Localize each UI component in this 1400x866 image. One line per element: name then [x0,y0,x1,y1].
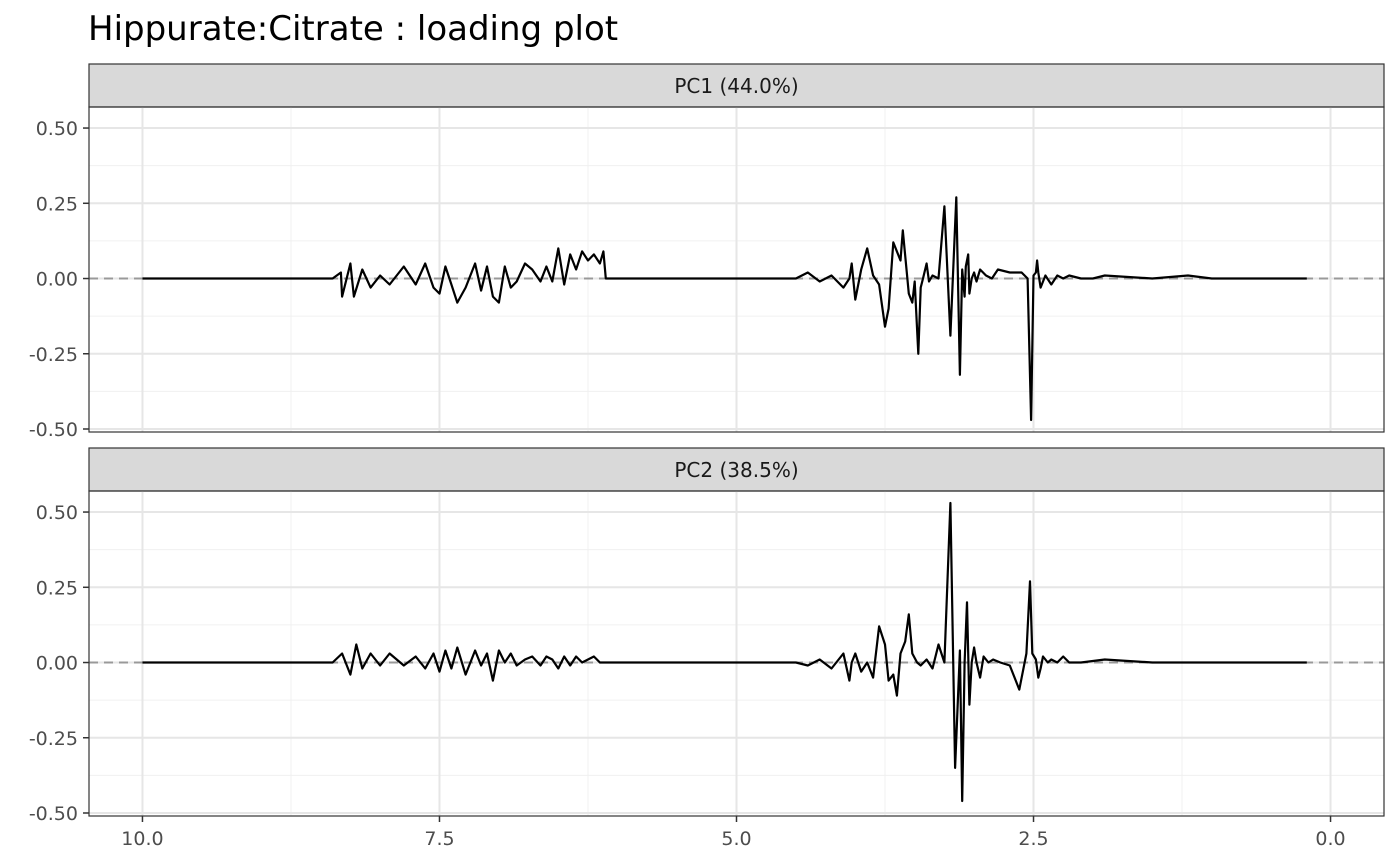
x-tick-label: 0.0 [1315,828,1345,850]
panel-pc2-grid [89,491,1384,816]
y-tick-label: -0.50 [29,419,78,441]
x-tick-label: 10.0 [121,828,163,850]
chart-title: Hippurate:Citrate : loading plot [88,9,618,49]
y-tick-label: 0.00 [36,269,78,291]
y-tick-label: -0.50 [29,803,78,825]
loading-line [142,501,1307,803]
x-tick-label: 5.0 [721,828,751,850]
y-tick-label: 0.25 [36,193,78,215]
panel-pc2-series [142,501,1307,803]
loading-line [142,196,1307,422]
y-tick-label: 0.25 [36,577,78,599]
y-tick-label: 0.50 [36,118,78,140]
panel-pc2-label: PC2 (38.5%) [674,458,798,482]
panel-pc1-grid [89,107,1384,432]
x-tick-label: 2.5 [1018,828,1048,850]
x-tick-label: 7.5 [424,828,454,850]
panel-pc1: PC1 (44.0%) -0.50 -0.25 0.00 0.25 0.50 [29,63,1385,441]
y-tick-label: -0.25 [29,344,78,366]
y-tick-label: 0.50 [36,502,78,524]
panel-pc2: PC2 (38.5%) -0.50 -0.25 0.00 0.25 0.50 [29,447,1385,825]
panel-pc1-strip [88,63,1385,108]
panel-pc2-y-axis: -0.50 -0.25 0.00 0.25 0.50 [29,502,89,825]
panel-pc1-label: PC1 (44.0%) [674,74,798,98]
panel-pc1-border [88,106,1385,433]
y-tick-label: -0.25 [29,728,78,750]
y-tick-label: 0.00 [36,653,78,675]
x-axis: 10.0 7.5 5.0 2.5 0.0 [121,816,1346,850]
panel-pc1-series [142,196,1307,422]
panel-pc1-y-axis: -0.50 -0.25 0.00 0.25 0.50 [29,118,89,441]
